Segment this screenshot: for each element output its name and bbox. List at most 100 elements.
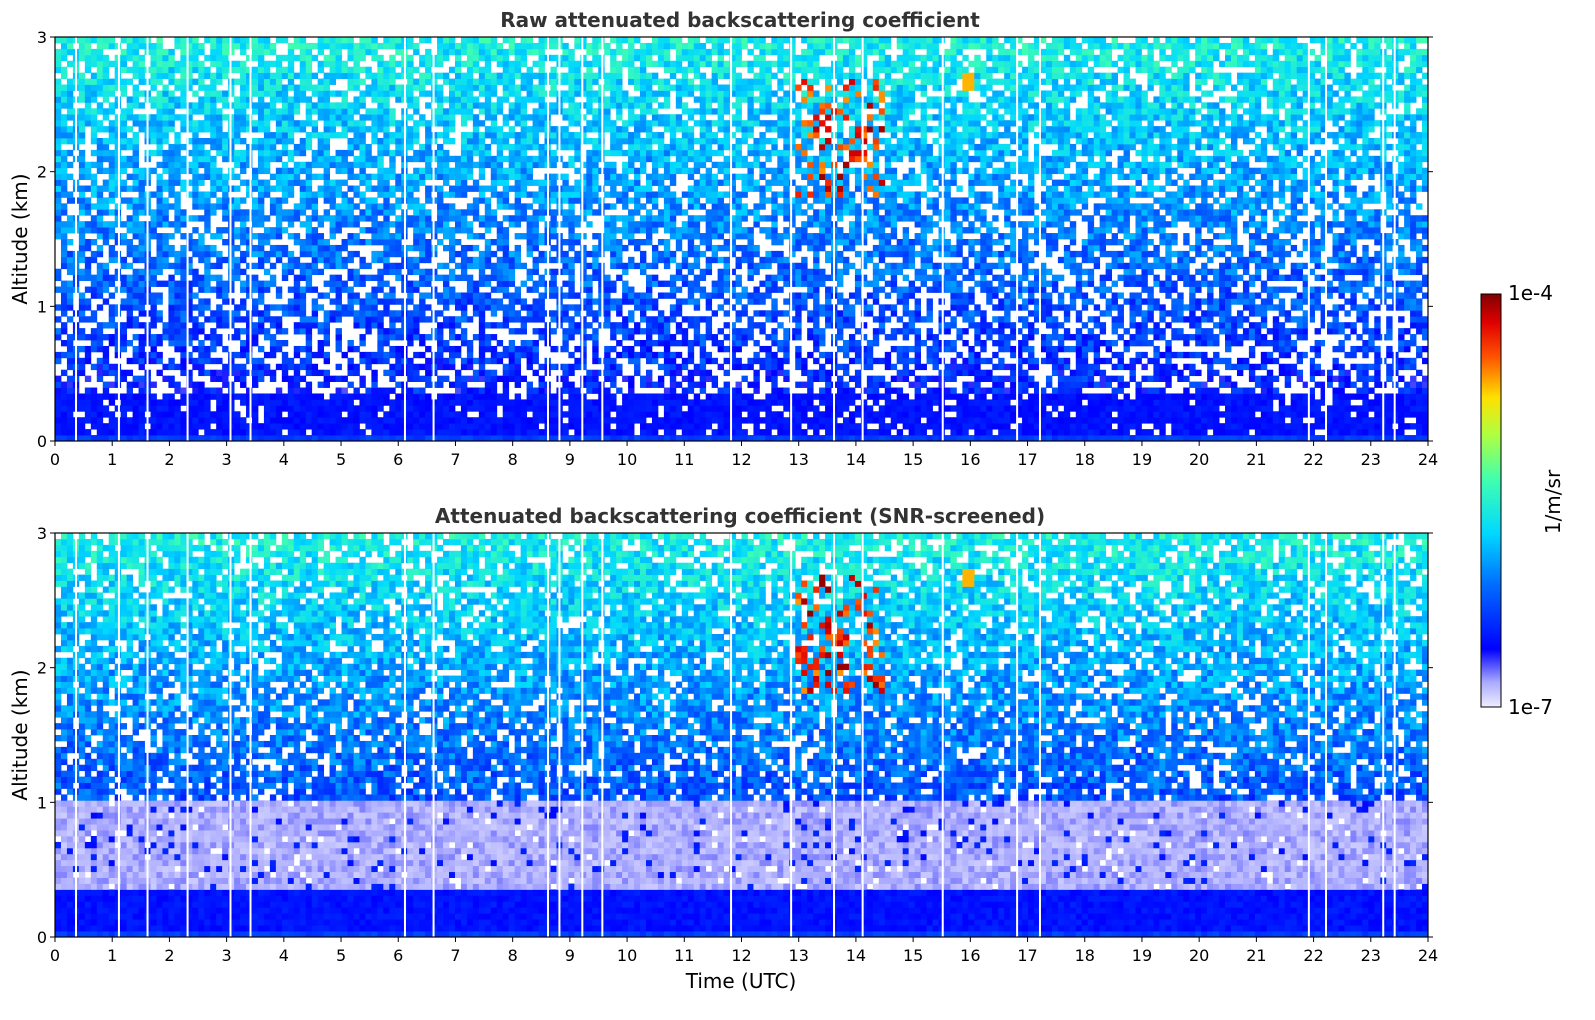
heatmap-cell — [485, 55, 491, 61]
heatmap-cell — [198, 364, 204, 370]
heatmap-cell — [353, 67, 359, 73]
heatmap-cell — [168, 292, 174, 298]
heatmap-cell — [336, 180, 342, 186]
heatmap-cell — [574, 257, 580, 263]
heatmap-cell — [550, 275, 556, 281]
heatmap-cell — [91, 316, 97, 322]
heatmap-cell — [252, 251, 258, 257]
heatmap-cell — [622, 90, 628, 96]
heatmap-cell — [67, 162, 73, 168]
heatmap-cell — [306, 85, 312, 91]
heatmap-cell — [377, 322, 383, 328]
heatmap-cell — [270, 423, 276, 429]
heatmap-cell — [359, 239, 365, 245]
heatmap-cell — [455, 108, 461, 114]
heatmap-cell — [574, 251, 580, 257]
heatmap-cell — [419, 411, 425, 417]
heatmap-cell — [383, 298, 389, 304]
heatmap-cell — [180, 316, 186, 322]
heatmap-cell — [521, 61, 527, 67]
heatmap-cell — [61, 203, 67, 209]
heatmap-cell — [467, 85, 473, 91]
heatmap-cell — [234, 215, 240, 221]
heatmap-cell — [282, 150, 288, 156]
heatmap-cell — [562, 251, 568, 257]
heatmap-cell — [509, 358, 515, 364]
heatmap-cell — [628, 334, 634, 340]
heatmap-cell — [324, 417, 330, 423]
heatmap-cell — [336, 411, 342, 417]
heatmap-cell — [258, 79, 264, 85]
heatmap-cell — [318, 61, 324, 67]
heatmap-cell — [371, 85, 377, 91]
heatmap-cell — [395, 61, 401, 67]
heatmap-cell — [383, 304, 389, 310]
heatmap-cell — [156, 358, 162, 364]
heatmap-cell — [336, 405, 342, 411]
heatmap-cell — [365, 388, 371, 394]
heatmap-cell — [640, 292, 646, 298]
heatmap-cell — [610, 298, 616, 304]
heatmap-cell — [210, 144, 216, 150]
heatmap-cell — [300, 405, 306, 411]
heatmap-cell — [55, 79, 61, 85]
heatmap-cell — [109, 310, 115, 316]
heatmap-cell — [539, 180, 545, 186]
heatmap-cell — [550, 138, 556, 144]
heatmap-cell — [324, 405, 330, 411]
heatmap-cell — [204, 209, 210, 215]
heatmap-cell — [467, 405, 473, 411]
heatmap-cell — [115, 67, 121, 73]
heatmap-cell — [85, 429, 91, 435]
heatmap-cell — [574, 114, 580, 120]
heatmap-cell — [640, 423, 646, 429]
heatmap-cell — [264, 227, 270, 233]
heatmap-cell — [300, 269, 306, 275]
heatmap-cell — [533, 61, 539, 67]
heatmap-cell — [616, 102, 622, 108]
heatmap-cell — [222, 191, 228, 197]
heatmap-cell — [515, 138, 521, 144]
heatmap-cell — [276, 429, 282, 435]
heatmap-cell — [336, 340, 342, 346]
heatmap-cell — [497, 180, 503, 186]
heatmap-cell — [300, 251, 306, 257]
heatmap-cell — [252, 364, 258, 370]
heatmap-cell — [377, 67, 383, 73]
heatmap-cell — [67, 150, 73, 156]
heatmap-cell — [342, 180, 348, 186]
heatmap-cell — [580, 162, 586, 168]
heatmap-cell — [646, 120, 652, 126]
heatmap-cell — [288, 388, 294, 394]
heatmap-cell — [103, 411, 109, 417]
heatmap-cell — [497, 269, 503, 275]
heatmap-cell — [252, 102, 258, 108]
heatmap-cell — [467, 388, 473, 394]
heatmap-cell — [622, 405, 628, 411]
heatmap-cell — [264, 399, 270, 405]
heatmap-cell — [395, 334, 401, 340]
heatmap-cell — [258, 292, 264, 298]
heatmap-cell — [389, 245, 395, 251]
heatmap-cell — [306, 144, 312, 150]
heatmap-cell — [491, 388, 497, 394]
heatmap-cell — [151, 126, 157, 132]
heatmap-cell — [282, 417, 288, 423]
heatmap-cell — [353, 298, 359, 304]
heatmap-cell — [628, 388, 634, 394]
heatmap-cell — [383, 114, 389, 120]
heatmap-cell — [258, 120, 264, 126]
heatmap-cell — [342, 156, 348, 162]
heatmap-cell — [634, 292, 640, 298]
heatmap-cell — [264, 43, 270, 49]
heatmap-cell — [198, 73, 204, 79]
heatmap-cell — [324, 245, 330, 251]
heatmap-cell — [324, 55, 330, 61]
heatmap-cell — [210, 96, 216, 102]
heatmap-cell — [550, 417, 556, 423]
heatmap-cell — [437, 364, 443, 370]
heatmap-cell — [616, 96, 622, 102]
heatmap-cell — [586, 376, 592, 382]
heatmap-cell — [294, 37, 300, 43]
heatmap-cell — [515, 292, 521, 298]
